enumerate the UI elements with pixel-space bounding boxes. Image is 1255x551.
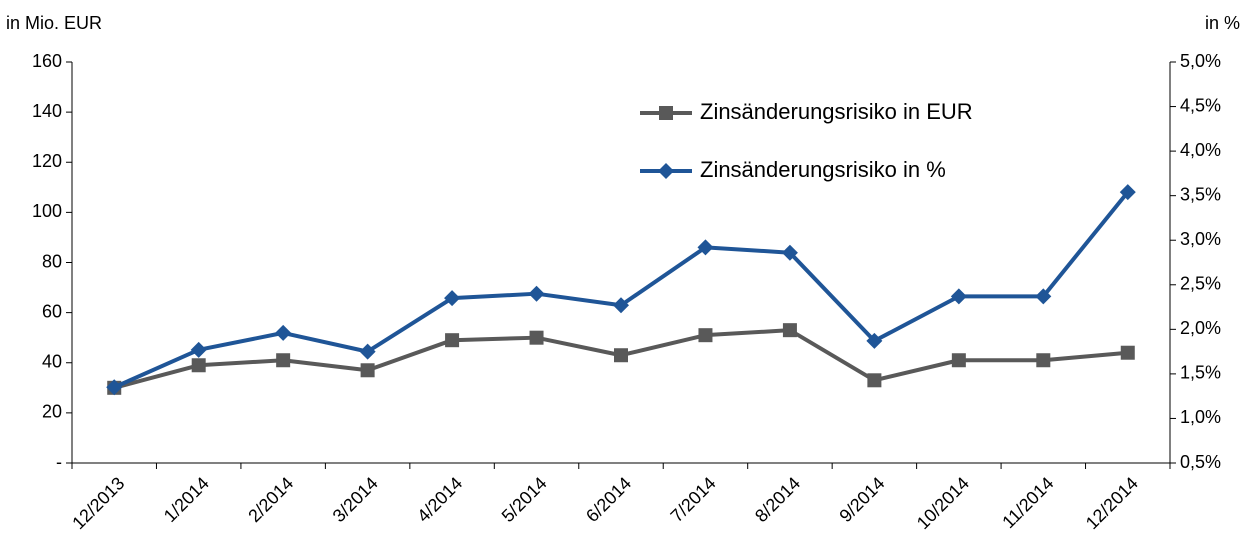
y-tick-label: 160 [32, 51, 62, 71]
y2-tick-label: 0,5% [1180, 452, 1221, 472]
data-point [1120, 345, 1135, 360]
x-tick-label: 12/2014 [1082, 473, 1142, 533]
y2-tick-label: 2,0% [1180, 318, 1221, 338]
y2-tick-label: 1,5% [1180, 363, 1221, 383]
y-tick-label: 60 [42, 301, 62, 321]
y-tick-label: 80 [42, 251, 62, 271]
x-tick-label: 4/2014 [413, 473, 466, 526]
legend-marker [659, 106, 673, 120]
data-point [1035, 288, 1052, 305]
y-tick-label: 100 [32, 201, 62, 221]
data-point [191, 358, 206, 373]
data-point [276, 353, 291, 368]
data-point [867, 373, 882, 388]
legend-marker [658, 163, 674, 179]
data-point [444, 290, 461, 307]
y-tick-label: 40 [42, 352, 62, 372]
y-tick-label: - [56, 452, 62, 472]
data-point [614, 348, 628, 363]
data-point [190, 341, 207, 358]
x-tick-label: 12/2013 [68, 473, 128, 533]
x-tick-label: 5/2014 [498, 473, 551, 526]
data-point [698, 328, 713, 343]
y2-tick-label: 5,0% [1180, 51, 1221, 71]
data-point [951, 353, 966, 368]
data-point [866, 332, 883, 349]
data-point [950, 288, 967, 305]
y-tick-label: 120 [32, 151, 62, 171]
data-point [613, 297, 629, 314]
y2-tick-label: 4,0% [1180, 140, 1221, 160]
x-tick-label: 6/2014 [582, 473, 635, 526]
x-tick-label: 7/2014 [667, 473, 720, 526]
y2-tick-label: 4,5% [1180, 95, 1221, 115]
x-tick-label: 10/2014 [913, 473, 973, 533]
y-tick-label: 140 [32, 101, 62, 121]
data-point [106, 379, 123, 396]
x-tick-label: 9/2014 [835, 473, 888, 526]
y2-tick-label: 1,0% [1180, 407, 1221, 427]
data-point [782, 323, 797, 338]
y-axis-label: in Mio. EUR [6, 13, 102, 33]
x-tick-label: 3/2014 [329, 473, 382, 526]
legend-label: Zinsänderungsrisiko in EUR [700, 99, 973, 124]
data-point [528, 285, 545, 302]
x-tick-label: 11/2014 [998, 473, 1057, 532]
y2-axis-label: in % [1205, 13, 1240, 33]
data-point [275, 324, 292, 341]
data-point [781, 244, 798, 261]
x-tick-label: 2/2014 [244, 473, 297, 526]
data-point [445, 333, 460, 348]
data-point [697, 239, 714, 256]
y2-tick-label: 2,5% [1180, 274, 1221, 294]
data-point [1036, 353, 1051, 368]
y2-tick-label: 3,5% [1180, 184, 1221, 204]
x-tick-label: 1/2014 [160, 473, 213, 526]
y2-tick-label: 3,0% [1180, 229, 1221, 249]
data-point [1119, 184, 1136, 201]
y-tick-label: 20 [42, 402, 62, 422]
legend-label: Zinsänderungsrisiko in % [700, 157, 946, 182]
x-tick-label: 8/2014 [751, 473, 804, 526]
data-point [360, 363, 375, 378]
data-point [529, 330, 544, 345]
data-point [359, 343, 376, 360]
